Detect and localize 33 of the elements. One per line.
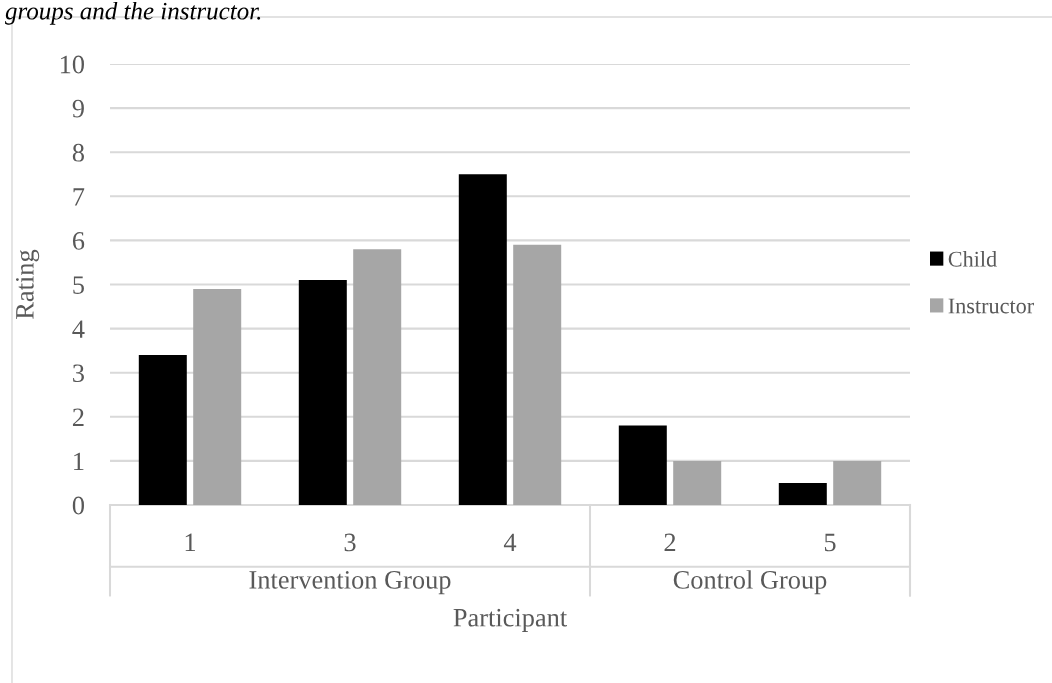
bar (513, 244, 562, 505)
x-tick-label: 1 (185, 533, 196, 552)
legend-label: Instructor (948, 298, 1034, 314)
y-axis-title: Rating (16, 249, 40, 319)
bar (618, 425, 667, 505)
text: Control Group (673, 570, 827, 595)
bar (193, 288, 242, 505)
text: Intervention Group (249, 571, 451, 595)
y-tick-label: 3 (73, 364, 84, 383)
bar (673, 460, 722, 505)
y-tick-label: 2 (72, 408, 84, 426)
y-tick-label: 10 (60, 55, 84, 74)
bar (778, 482, 827, 505)
bar (353, 249, 402, 505)
y-tick-label: 8 (72, 143, 84, 162)
y-tick-label: 1 (74, 452, 84, 471)
legend-label: Child (948, 251, 997, 267)
bar (298, 280, 347, 505)
y-tick-label: 7 (73, 188, 85, 206)
x-axis-title: Participant (453, 608, 568, 632)
y-tick-label: 5 (73, 276, 84, 294)
y-tick-label: 4 (72, 320, 85, 338)
chart-title: groups and the instructor. (5, 2, 261, 25)
bar (833, 460, 882, 505)
x-tick-label: 5 (824, 533, 836, 552)
x-tick-label: 3 (344, 533, 356, 552)
bar (138, 355, 187, 505)
y-tick-label: 6 (72, 232, 85, 250)
x-tick-label: 4 (503, 533, 517, 552)
bar (458, 174, 507, 505)
x-tick-label: 2 (664, 533, 676, 552)
y-tick-label: 9 (72, 99, 84, 118)
y-tick-label: 0 (72, 496, 84, 515)
